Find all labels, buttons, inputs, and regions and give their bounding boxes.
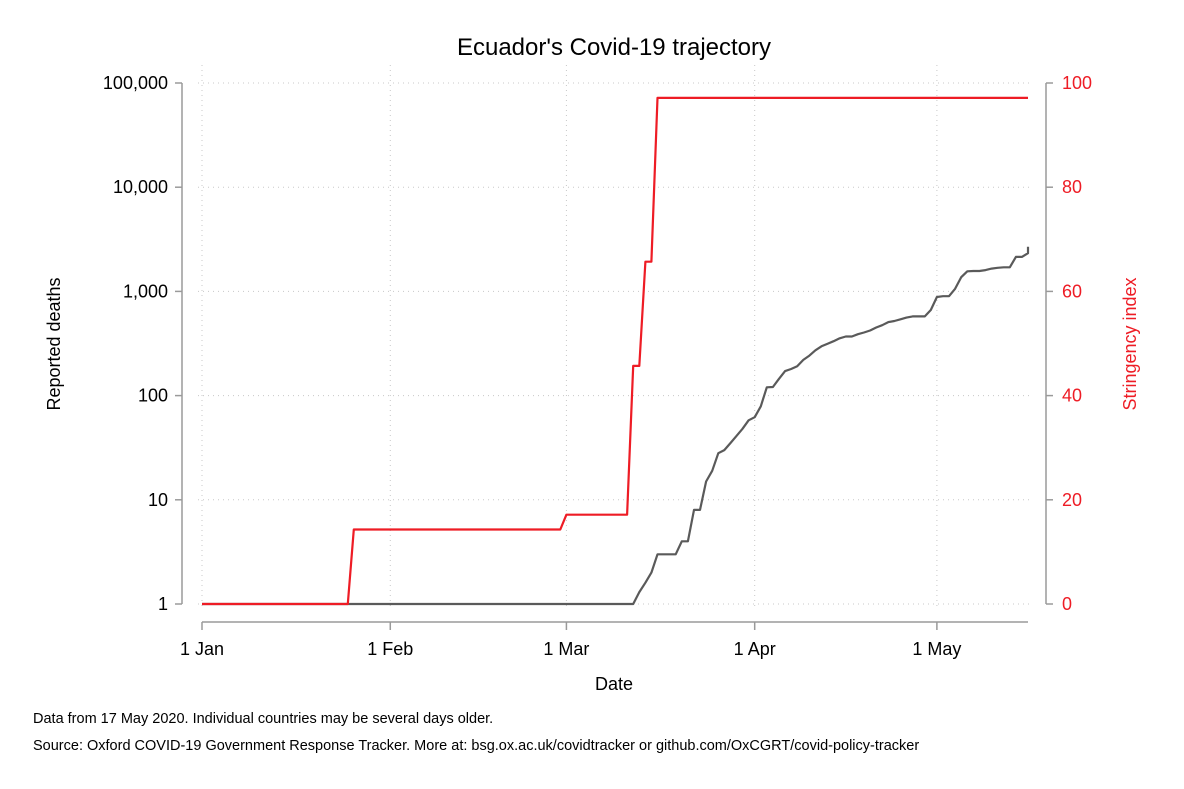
y-left-tick-label: 1 — [158, 594, 168, 614]
footer-note-data-date: Data from 17 May 2020. Individual countr… — [33, 711, 494, 727]
axes-layer: 1 10 100 1,000 10,000 100,000 0 20 40 60 80 100 1 Ja… — [103, 73, 1092, 659]
x-axis-label: Date — [595, 674, 633, 694]
y-left-tick-label: 100,000 — [103, 73, 168, 93]
x-tick-label: 1 Jan — [180, 639, 224, 659]
y-left-tick-label: 10 — [148, 490, 168, 510]
x-tick-label: 1 May — [912, 639, 961, 659]
footer-note-source: Source: Oxford COVID-19 Government Respo… — [33, 738, 920, 754]
y-right-tick-label: 80 — [1062, 177, 1082, 197]
y-left-tick-label: 1,000 — [123, 281, 168, 301]
series-layer — [202, 96, 1030, 606]
y-axis-right-label: Stringency index — [1120, 277, 1140, 410]
y-left-tick-label: 10,000 — [113, 177, 168, 197]
covid-trajectory-chart: Ecuador's Covid-19 trajectory 1 10 100 1,00… — [44, 34, 1140, 694]
deaths-series-line — [202, 246, 1030, 606]
x-tick-label: 1 Mar — [543, 639, 589, 659]
y-right-tick-label: 40 — [1062, 386, 1082, 406]
y-right-tick-label: 20 — [1062, 490, 1082, 510]
y-right-tick-label: 0 — [1062, 594, 1072, 614]
y-left-tick-label: 100 — [138, 386, 168, 406]
y-axis-left-label: Reported deaths — [44, 277, 64, 410]
y-right-tick-label: 60 — [1062, 281, 1082, 301]
grid-layer — [198, 65, 1032, 606]
x-tick-label: 1 Apr — [734, 639, 776, 659]
y-right-tick-label: 100 — [1062, 73, 1092, 93]
x-tick-label: 1 Feb — [367, 639, 413, 659]
chart-title: Ecuador's Covid-19 trajectory — [457, 34, 771, 61]
stringency-series-line — [202, 96, 1028, 606]
